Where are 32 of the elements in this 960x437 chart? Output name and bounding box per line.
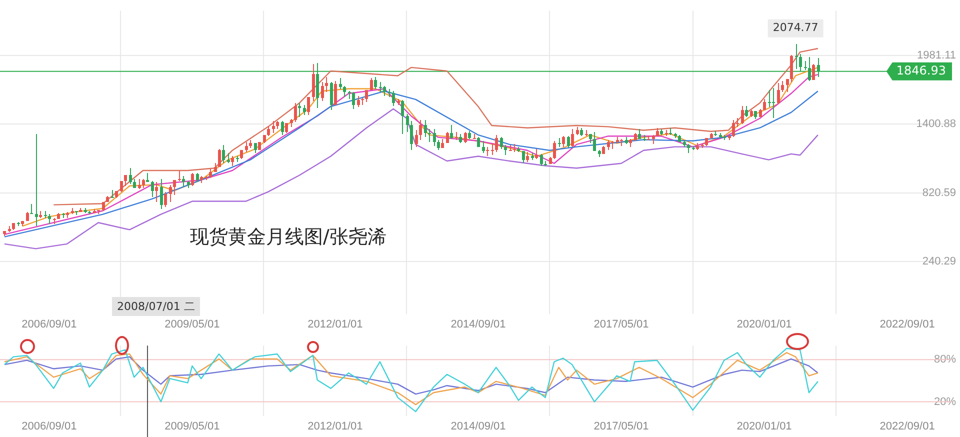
x-tick-label: 2020/01/01 [736,420,792,432]
ref-line-label: 1846.93 [896,63,946,78]
text: 现货黄金月线图/张尧浠 [190,225,386,250]
x-tick-label: 2006/09/01 [22,420,77,432]
candlestick [30,204,33,214]
x-tick-label: 2022/09/01 [880,420,935,432]
annotation: 2074.77 [772,21,818,34]
y-tick-label: 1400.88 [916,118,956,130]
candlestick [795,44,798,69]
x-tick-label: 2014/09/01 [450,420,506,432]
x-tick-label: 2012/01/01 [308,318,363,330]
x-tick-label: 2009/05/01 [164,420,220,432]
x-tick-label: 2020/01/01 [736,318,792,330]
x-tick-label: 2017/05/01 [594,420,649,432]
candlestick [491,143,494,155]
x-tick-label: 2017/05/01 [594,318,649,330]
candlestick [35,134,38,226]
candlestick [379,82,382,92]
candlestick [768,90,771,107]
x-tick-label: 2014/09/01 [450,318,506,330]
candlestick [772,88,775,118]
y-tick-label: 1981.11 [917,50,956,62]
x-tick-label: 2022/09/01 [880,318,935,330]
annotation: 2008/07/01 二 [112,297,200,316]
candlestick [428,129,431,142]
candlestick [178,171,181,181]
x-tick-label: 2012/01/01 [308,420,363,432]
x-tick-label: 2009/05/01 [164,318,220,330]
y-tick-label: 240.29 [922,256,956,268]
y-tick-label: 80% [934,354,956,366]
x-tick-label: 2006/09/01 [22,318,77,330]
y-tick-label: 820.59 [922,186,956,199]
